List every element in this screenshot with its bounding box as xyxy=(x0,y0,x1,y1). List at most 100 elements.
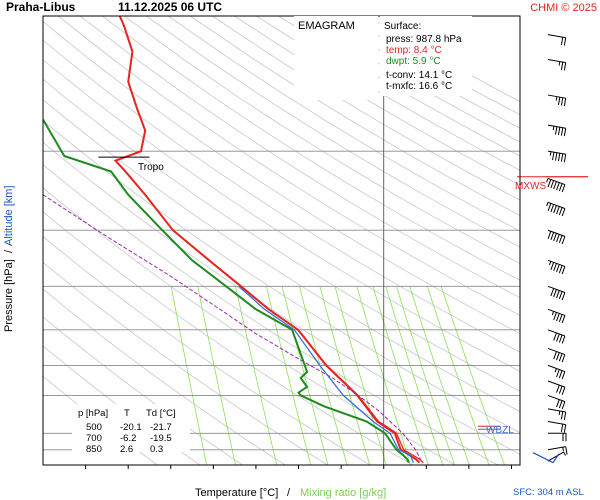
wind-barb-flag xyxy=(563,424,567,433)
wind-barb-staff xyxy=(547,364,566,373)
datetime: 11.12.2025 06 UTC xyxy=(118,0,222,14)
credit: CHMI © 2025 xyxy=(530,2,597,14)
x-axis-title: Temperature [°C] / Mixing ratio [g/kg] xyxy=(195,487,386,499)
table-cell: 0.3 xyxy=(150,444,163,455)
wind-barb-flag xyxy=(563,154,567,163)
wind-barb-half-flag xyxy=(552,126,555,131)
wind-barb-staff xyxy=(547,394,566,403)
wind-barb-flag xyxy=(553,289,557,298)
wind-barb xyxy=(547,380,566,395)
dry-adiabat xyxy=(43,59,520,372)
y-axis-title-p: Pressure [hPa] xyxy=(3,259,15,332)
station-title: Praha-Libus xyxy=(6,0,76,14)
wind-barb-flag xyxy=(547,231,552,239)
wind-barb xyxy=(547,150,567,163)
table-cell: -21.7 xyxy=(150,422,172,433)
wind-barb-flag xyxy=(560,97,564,106)
table-cell: 500 xyxy=(86,422,102,433)
wind-barb xyxy=(547,420,567,433)
sfc-wind xyxy=(552,453,560,463)
wind-barb xyxy=(547,124,567,137)
wind-barb xyxy=(546,201,566,217)
wind-barb-half-flag xyxy=(558,410,561,416)
y-axis-title: Pressure [hPa] / Altitude [km] xyxy=(3,185,15,332)
wind-barb-flag xyxy=(561,292,566,301)
wind-barb xyxy=(547,451,567,462)
dry-adiabat xyxy=(146,16,520,248)
wind-barb-flag xyxy=(558,235,563,244)
wind-barb-flag xyxy=(563,62,567,71)
wind-barb-staff xyxy=(547,308,566,316)
wind-barb-flag xyxy=(561,354,566,363)
wind-barb-flag xyxy=(560,153,564,162)
dry-adiabat xyxy=(57,16,520,316)
wind-barb-flag xyxy=(558,183,563,192)
wind-barb-flag xyxy=(553,312,557,321)
wind-barb-flag xyxy=(561,236,566,245)
wind-barb xyxy=(547,259,566,275)
dry-adiabat xyxy=(101,16,520,281)
x-axis-title-temp: Temperature [°C] xyxy=(195,487,278,499)
wind-barb-flag xyxy=(561,184,566,193)
wind-barb-flag xyxy=(561,401,566,410)
wind-barb-flag xyxy=(561,266,566,275)
wind-barb-flag xyxy=(560,37,564,46)
y-axis-title-sep: / xyxy=(3,249,15,253)
wind-barb-flag xyxy=(558,207,563,216)
table-cell: 700 xyxy=(86,433,102,444)
wind-barb-flag xyxy=(547,179,552,188)
wind-barb xyxy=(547,59,567,71)
wind-barb-half-flag xyxy=(563,451,567,456)
dry-adiabat xyxy=(123,16,520,265)
wind-barb-flag xyxy=(553,205,557,214)
series-layer xyxy=(43,16,424,464)
wind-barb-flag xyxy=(554,152,558,161)
wind-barb-flag xyxy=(553,263,557,272)
dry-adiabat xyxy=(190,16,520,216)
wind-barb xyxy=(547,394,566,410)
surface-tmxfc: t-mxfc: 16.6 °C xyxy=(386,81,452,92)
wind-barb-flag xyxy=(558,265,563,274)
table-header-td: Td [°C] xyxy=(146,408,176,419)
table-cell: -19.5 xyxy=(150,433,172,444)
wind-barb-flag xyxy=(560,62,564,71)
surface-temp: temp: 8.4 °C xyxy=(386,45,442,56)
wind-barb-flag xyxy=(556,313,560,322)
wind-barb-flag xyxy=(560,411,564,420)
wind-barb-flag xyxy=(558,353,563,362)
wind-barb xyxy=(547,408,567,420)
wind-barb-half-flag xyxy=(546,202,549,207)
wind-barb-half-flag xyxy=(546,178,549,183)
sfc-wind xyxy=(532,452,554,464)
surface-press: press: 987.8 hPa xyxy=(386,34,462,45)
wind-barb-half-flag xyxy=(548,261,552,266)
wind-barb xyxy=(548,432,567,442)
wind-barb-half-flag xyxy=(558,61,561,66)
wind-barb-staff xyxy=(547,59,566,64)
wind-barb-flag xyxy=(553,181,557,190)
wind-barb-flag xyxy=(560,127,564,136)
wind-barb-staff xyxy=(547,451,564,462)
table-header-p: p [hPa] xyxy=(78,408,108,419)
wind-barb-flag xyxy=(561,315,566,324)
wind-barb-flag xyxy=(556,369,560,378)
wind-barb-flag xyxy=(556,234,560,243)
wind-barb xyxy=(546,177,566,193)
table-cell: 2.6 xyxy=(120,444,133,455)
table-cell: -6.2 xyxy=(120,433,136,444)
wind-barb-staff xyxy=(547,380,566,388)
x-axis-title-mix: Mixing ratio [g/kg] xyxy=(300,487,386,499)
wind-barb-flag xyxy=(556,264,560,273)
wind-barb-flag xyxy=(547,203,552,212)
wind-barb-flag xyxy=(554,126,558,135)
wind-barb-flag xyxy=(561,208,566,217)
wind-barb-half-flag xyxy=(549,151,552,156)
wind-barb-flag xyxy=(561,386,566,395)
wind-barb-flag xyxy=(561,335,566,344)
wind-barb-flag xyxy=(556,182,560,191)
wind-barb-flag xyxy=(556,399,560,408)
plot-frame xyxy=(42,15,521,466)
y-axis-title-alt: Altitude [km] xyxy=(3,185,15,246)
dry-adiabat xyxy=(212,16,520,201)
